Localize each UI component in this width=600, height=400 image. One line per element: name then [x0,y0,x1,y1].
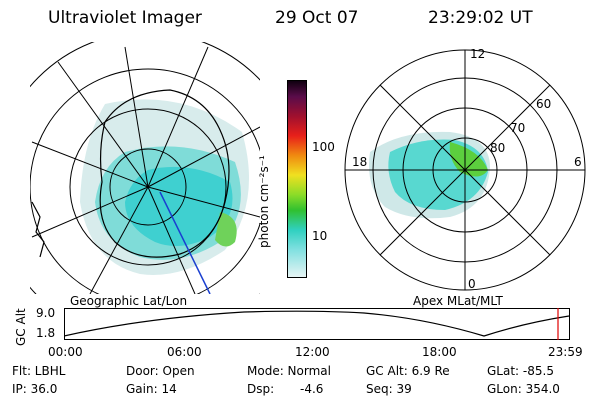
status-glat: GLat: -85.5 [487,364,554,378]
right-map-caption: Apex MLat/MLT [413,294,503,308]
status-glon: GLon: 354.0 [487,382,560,396]
status-mode: Mode: Normal [247,364,331,378]
alt-ytick-9: 9.0 [36,306,56,320]
colorbar-tick-100: 100 [312,140,335,154]
aurora-image [80,99,250,275]
alt-xtick-12: 12:00 [295,345,330,359]
date-label: 29 Oct 07 [275,8,359,28]
colorbar-tick-10: 10 [312,229,328,243]
lat-label-60: 60 [536,97,551,111]
app-title: Ultraviolet Imager [48,8,202,28]
polar-mlat-mlt-plot: 12 18 6 0 60 70 80 [344,47,586,291]
status-seq: Seq: 39 [366,382,412,396]
time-label: 23:29:02 UT [428,8,533,28]
lat-label-80: 80 [490,141,505,155]
alt-plot-ylabel: GC Alt [14,308,28,346]
altitude-plot [64,308,570,340]
alt-xtick-06: 06:00 [167,345,202,359]
alt-xtick-2359: 23:59 [548,345,583,359]
alt-xtick-00: 00:00 [48,345,83,359]
orbit-track [159,191,211,294]
status-gain: Gain: 14 [126,382,177,396]
colorbar-unit-label: photon cm⁻²s⁻¹ [257,155,271,248]
lat-label-70: 70 [510,121,525,135]
aurora-polar-image [369,131,490,219]
alt-xtick-18: 18:00 [422,345,457,359]
left-map-caption: Geographic Lat/Lon [70,294,188,308]
colorbar [287,80,307,278]
status-gc-alt: GC Alt: 6.9 Re [366,364,450,378]
mlt-label-18: 18 [352,155,367,169]
mlt-label-0: 0 [468,277,476,291]
mlt-label-12: 12 [470,47,485,61]
status-door: Door: Open [126,364,195,378]
status-dsp-label: Dsp: [247,382,275,396]
status-filter: Flt: LBHL [12,364,66,378]
geographic-map [30,42,260,294]
status-dsp-value: -4.6 [300,382,324,396]
mlt-label-6: 6 [574,155,582,169]
alt-ytick-1-8: 1.8 [36,326,56,340]
status-ip: IP: 36.0 [12,382,58,396]
